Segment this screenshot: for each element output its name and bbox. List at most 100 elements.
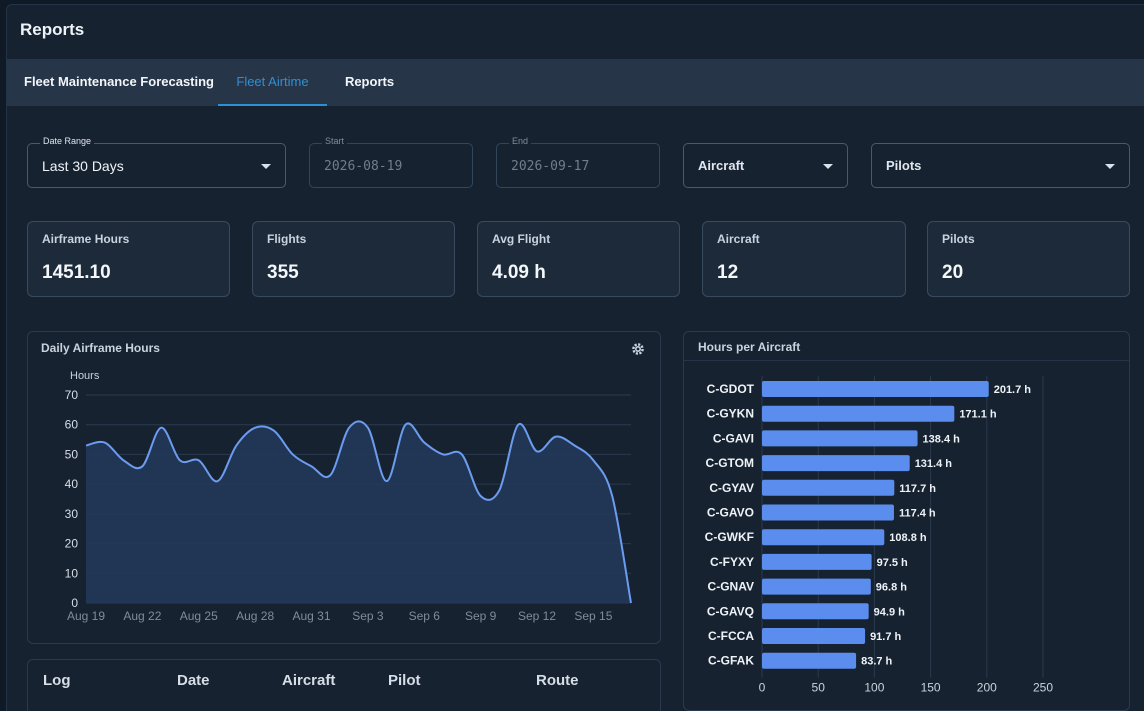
start-date-field[interactable]: Start 2026-08-19: [309, 136, 473, 188]
stat-card-flights: Flights 355: [252, 221, 455, 297]
x-tick-label: 0: [759, 681, 766, 695]
data-label: 138.4 h: [923, 433, 961, 445]
x-tick-label: 150: [921, 681, 941, 695]
aircraft-select[interactable]: Aircraft: [683, 143, 848, 188]
data-label: 171.1 h: [959, 409, 997, 421]
end-date-label: End: [509, 136, 532, 146]
stat-label: Flights: [267, 232, 307, 246]
stat-value: 1451.10: [42, 262, 111, 283]
x-tick-label: Aug 22: [123, 609, 161, 623]
data-label: 97.5 h: [877, 557, 908, 569]
category-label: C-GWKF: [705, 530, 754, 544]
bar: [762, 405, 955, 422]
tab-reports[interactable]: Reports: [344, 74, 395, 89]
date-range-value: Last 30 Days: [42, 158, 124, 174]
bar: [762, 652, 857, 669]
tab-bar: Fleet Maintenance Forecasting Fleet Airt…: [7, 59, 1144, 106]
aircraft-placeholder: Aircraft: [698, 158, 745, 173]
x-tick-label: Sep 9: [465, 609, 497, 623]
column-header-aircraft[interactable]: Aircraft: [282, 672, 336, 689]
category-label: C-GYKN: [707, 407, 754, 421]
hours-per-aircraft-title: Hours per Aircraft: [698, 340, 801, 354]
x-tick-label: Sep 3: [352, 609, 384, 623]
bar: [762, 529, 885, 546]
stat-value: 4.09 h: [492, 262, 546, 283]
column-header-pilot[interactable]: Pilot: [388, 672, 421, 689]
y-axis-title: Hours: [70, 370, 100, 382]
date-range-label: Date Range: [40, 136, 95, 146]
data-label: 201.7 h: [994, 384, 1032, 396]
caret-down-icon: [823, 164, 833, 169]
y-tick-label: 50: [65, 447, 79, 461]
bar: [762, 504, 894, 521]
category-label: C-GAVQ: [707, 604, 754, 618]
end-date-value: 2026-09-17: [511, 159, 590, 174]
stat-value: 12: [717, 262, 739, 283]
bar: [762, 553, 872, 570]
x-tick-label: Sep 15: [574, 609, 612, 623]
page-title: Reports: [20, 20, 85, 39]
y-tick-label: 40: [65, 477, 79, 491]
bar: [762, 381, 989, 397]
end-date-field[interactable]: End 2026-09-17: [496, 136, 660, 188]
column-header-date[interactable]: Date: [177, 672, 210, 689]
category-label: C-GAVO: [707, 506, 754, 520]
category-label: C-GYAV: [709, 481, 754, 495]
stat-value: 355: [267, 262, 299, 283]
category-label: C-GAVI: [713, 431, 754, 445]
flight-log-table: [27, 659, 661, 711]
category-label: C-GTOM: [706, 456, 754, 470]
y-tick-label: 60: [65, 418, 79, 432]
stat-card-pilots: Pilots 20: [927, 221, 1130, 297]
stat-label: Pilots: [942, 232, 975, 246]
date-range-select[interactable]: Date Range Last 30 Days: [27, 136, 286, 188]
panel-divider: [684, 360, 1129, 361]
x-tick-label: 250: [1033, 681, 1053, 695]
tab-fleet-maintenance-forecasting[interactable]: Fleet Maintenance Forecasting: [24, 74, 214, 89]
stat-card-airframe-hours: Airframe Hours 1451.10: [27, 221, 230, 297]
y-tick-label: 0: [71, 596, 78, 610]
y-tick-label: 20: [65, 537, 79, 551]
tab-fleet-airtime[interactable]: Fleet Airtime: [218, 59, 327, 106]
caret-down-icon: [261, 164, 271, 169]
stat-label: Aircraft: [717, 232, 760, 246]
bar: [762, 430, 918, 447]
category-label: C-FCCA: [708, 629, 754, 643]
data-label: 96.8 h: [876, 582, 907, 594]
y-tick-label: 10: [65, 566, 79, 580]
data-label: 91.7 h: [870, 631, 901, 643]
data-label: 131.4 h: [915, 458, 953, 470]
data-label: 117.4 h: [899, 508, 936, 520]
x-tick-label: Aug 28: [236, 609, 274, 623]
stat-value: 20: [942, 262, 964, 283]
column-header-route[interactable]: Route: [536, 672, 579, 689]
category-label: C-GNAV: [708, 580, 754, 594]
column-header-log[interactable]: Log: [43, 672, 71, 689]
x-tick-label: 50: [812, 681, 826, 695]
bar: [762, 455, 910, 472]
y-tick-label: 70: [65, 388, 79, 402]
data-label: 83.7 h: [861, 656, 892, 668]
daily-hours-title: Daily Airframe Hours: [41, 341, 160, 355]
bar: [762, 578, 871, 595]
daily-hours-chart: Hours 0 10 20 30 40 50 60 70 Aug 19 Aug 22 Aug 25 Au…: [65, 370, 632, 623]
x-tick-label: Aug 19: [67, 609, 105, 623]
start-date-value: 2026-08-19: [324, 159, 403, 174]
x-tick-label: Sep 12: [518, 609, 556, 623]
x-tick-label: Aug 31: [292, 609, 330, 623]
x-tick-label: Sep 6: [409, 609, 441, 623]
data-label: 94.9 h: [874, 606, 905, 618]
stat-label: Airframe Hours: [42, 232, 130, 246]
y-tick-label: 30: [65, 507, 79, 521]
category-label: C-FYXY: [710, 555, 754, 569]
x-tick-label: Aug 25: [180, 609, 218, 623]
bar: [762, 628, 866, 644]
gear-icon[interactable]: [631, 342, 645, 356]
x-tick-label: 200: [977, 681, 997, 695]
caret-down-icon: [1105, 164, 1115, 169]
x-tick-label: 100: [864, 681, 884, 695]
pilots-select[interactable]: Pilots: [871, 143, 1130, 188]
data-label: 108.8 h: [889, 532, 927, 544]
stat-label: Avg Flight: [492, 232, 551, 246]
start-date-label: Start: [322, 136, 348, 146]
